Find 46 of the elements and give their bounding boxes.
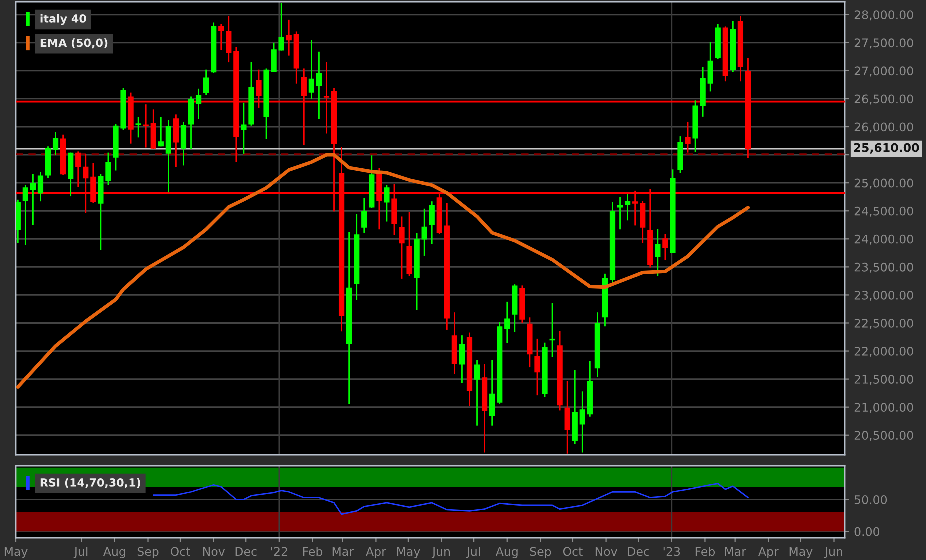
y-tick-label: 28,000.00 <box>854 10 914 21</box>
x-tick-label: Sep <box>138 547 159 558</box>
y-tick-label: 22,500.00 <box>854 318 914 330</box>
x-tick-label: Aug <box>103 547 126 558</box>
y-tick-label: 0.00 <box>854 527 880 536</box>
x-tick-label: Dec <box>236 547 257 556</box>
y-tick-label: 20,500.00 <box>854 431 914 442</box>
x-tick-label: Nov <box>596 547 618 556</box>
y-tick-label: 26,000.00 <box>854 122 914 133</box>
x-tick-label: Aug <box>496 547 518 558</box>
legend-label: italy 40 <box>40 14 86 26</box>
x-tick-label: Jul <box>466 547 480 558</box>
x-tick-label: May <box>397 547 420 558</box>
x-tick-label: Feb <box>696 547 716 556</box>
x-tick-label: Jun <box>824 547 842 558</box>
x-tick-label: Sep <box>530 547 552 558</box>
x-tick-label: Nov <box>203 547 226 556</box>
y-tick-label: 25,000.00 <box>854 178 914 189</box>
y-tick-label: 24,000.00 <box>854 234 914 246</box>
x-tick-label: Oct <box>170 547 190 556</box>
x-tick-label: Dec <box>628 547 650 556</box>
x-tick-label: Mar <box>725 547 746 556</box>
x-tick-label: Feb <box>303 547 323 556</box>
x-tick-label: Oct <box>563 547 583 556</box>
x-tick-label: '23 <box>664 547 680 556</box>
y-tick-label: 23,500.00 <box>854 262 914 274</box>
y-tick-label: 24,500.00 <box>854 206 914 217</box>
y-tick-label: 22,000.00 <box>854 347 914 358</box>
y-tick-label: 26,500.00 <box>854 94 914 105</box>
legend-label: RSI (14,70,30,1) <box>40 478 140 488</box>
ref-line-label: 25,610.00 <box>854 143 920 154</box>
x-tick-label: May <box>790 547 813 558</box>
y-tick-label: 27,000.00 <box>854 66 914 77</box>
x-tick-label: Mar <box>332 547 354 556</box>
x-tick-label: May <box>4 547 28 558</box>
x-tick-label: Jun <box>432 547 450 558</box>
x-tick-label: Apr <box>758 547 779 558</box>
x-tick-label: Jul <box>74 547 88 558</box>
x-tick-label: Apr <box>366 547 386 558</box>
x-tick-label: '22 <box>271 547 288 556</box>
y-tick-label: 23,000.00 <box>854 290 914 302</box>
y-tick-label: 27,500.00 <box>854 38 914 49</box>
y-tick-label: 21,500.00 <box>854 375 914 386</box>
legend-label: EMA (50,0) <box>40 38 108 49</box>
y-tick-label: 21,000.00 <box>854 403 914 414</box>
y-tick-label: 50.00 <box>854 495 888 504</box>
